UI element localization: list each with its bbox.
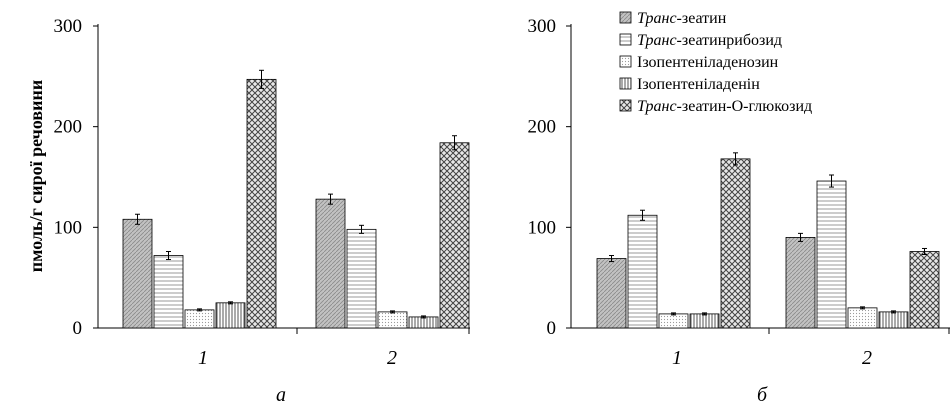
legend-label: Ізопентеніладенозин bbox=[637, 54, 779, 71]
panel-label: б bbox=[757, 384, 768, 405]
bar bbox=[689, 313, 720, 329]
legend-label-prefix: Транс bbox=[637, 98, 677, 115]
y-tick-label: 300 bbox=[528, 16, 557, 37]
legend-swatch bbox=[619, 33, 632, 46]
bar bbox=[246, 78, 277, 329]
bar bbox=[658, 313, 689, 329]
legend: Транс-зеатинТранс-зеатинрибозидІзопентен… bbox=[619, 10, 812, 115]
bar bbox=[720, 158, 751, 329]
legend-label-prefix: Транс bbox=[637, 10, 677, 27]
panel-a: 0 100 200 300 1 2 а bbox=[54, 16, 470, 405]
bar bbox=[215, 302, 246, 329]
legend-label: Транс-зеатин-О-глюкозид bbox=[637, 98, 812, 115]
y-tick-label: 200 bbox=[54, 117, 83, 138]
legend-swatch bbox=[619, 99, 632, 112]
legend-label: Транс-зеатинрибозид bbox=[637, 32, 782, 49]
bar bbox=[184, 309, 215, 329]
category-label: 2 bbox=[387, 347, 397, 369]
bar bbox=[878, 311, 909, 329]
category-label: 1 bbox=[198, 347, 208, 369]
legend-label-suffix: -зеатинрибозид bbox=[677, 32, 782, 49]
bar bbox=[596, 258, 627, 329]
bar bbox=[346, 228, 377, 329]
panel-label: а bbox=[276, 384, 286, 405]
y-tick-label: 200 bbox=[528, 117, 557, 138]
legend-label: Ізопентеніладенін bbox=[637, 76, 760, 93]
category-label: 2 bbox=[862, 347, 872, 369]
legend-swatch bbox=[619, 77, 632, 90]
panel-b: 0 100 200 300 1 2 б bbox=[528, 16, 950, 405]
bar bbox=[153, 255, 184, 329]
legend-label-suffix: -зеатин-О-глюкозид bbox=[677, 98, 813, 115]
y-tick-label: 0 bbox=[547, 318, 557, 339]
y-tick-label: 300 bbox=[54, 16, 83, 37]
y-tick-label: 100 bbox=[528, 217, 557, 238]
legend-label-suffix: -зеатин bbox=[677, 10, 727, 27]
bar bbox=[122, 218, 153, 329]
legend-label-suffix: Ізопентеніладенін bbox=[637, 76, 760, 93]
bar bbox=[408, 316, 439, 329]
y-axis-label: пмоль/г сирої речовини bbox=[26, 80, 46, 272]
bar bbox=[909, 251, 940, 329]
bar bbox=[816, 180, 847, 329]
legend-label: Транс-зеатин bbox=[637, 10, 727, 27]
y-tick-label: 100 bbox=[54, 217, 83, 238]
bar bbox=[315, 198, 346, 329]
y-tick-label: 0 bbox=[73, 318, 83, 339]
bar bbox=[439, 142, 470, 329]
legend-swatch bbox=[619, 55, 632, 68]
category-label: 1 bbox=[672, 347, 682, 369]
legend-label-suffix: Ізопентеніладенозин bbox=[637, 54, 779, 71]
bar bbox=[377, 311, 408, 329]
legend-swatch bbox=[619, 11, 632, 24]
legend-label-prefix: Транс bbox=[637, 32, 677, 49]
bar bbox=[627, 214, 658, 329]
bar bbox=[785, 236, 816, 329]
bar bbox=[847, 307, 878, 329]
